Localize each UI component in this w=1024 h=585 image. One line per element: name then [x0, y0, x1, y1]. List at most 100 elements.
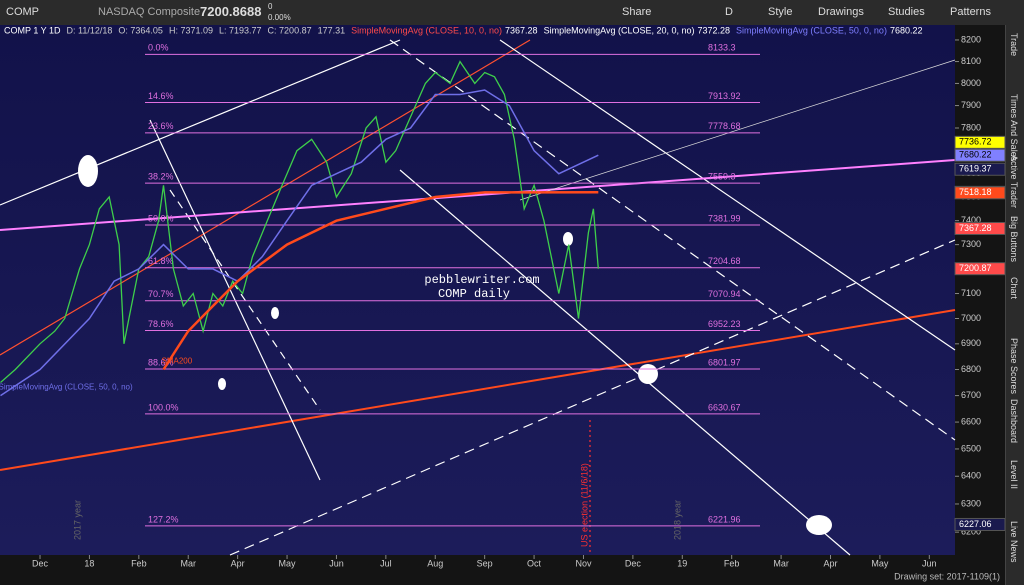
x-tick-label: May	[279, 558, 297, 568]
x-tick-label: Mar	[773, 558, 789, 568]
header-field: L: 7193.77	[219, 25, 262, 35]
plot-background	[0, 25, 955, 555]
x-tick-label: Jun	[922, 558, 937, 568]
sidebar-tab[interactable]: Live News	[1009, 521, 1019, 563]
marker	[638, 364, 658, 384]
trendlines	[0, 39, 956, 556]
x-tick-label: Jun	[329, 558, 344, 568]
toolbar-button[interactable]: Share	[622, 6, 652, 18]
price-badge	[954, 186, 1005, 200]
toolbar-button[interactable]: Studies	[888, 6, 925, 18]
fib-value: 7559.3	[708, 172, 736, 182]
x-tick-label: Feb	[131, 558, 147, 568]
fib-label: 78.6%	[148, 319, 174, 329]
y-tick-label: 6700	[961, 390, 981, 400]
toolbar-button[interactable]: Drawings	[818, 6, 864, 18]
fib-label: 50.0%	[148, 213, 174, 223]
annotation: US election (11/6/18)	[579, 463, 589, 547]
sidebar-tab[interactable]: Big Buttons	[1009, 216, 1019, 263]
sidebar-tab[interactable]: Level II	[1009, 460, 1019, 490]
series-label: SMA200	[162, 357, 193, 366]
sidebar-tab[interactable]: Active Trader	[1009, 155, 1019, 209]
y-tick-label: 7300	[961, 239, 981, 249]
sidebar-tab[interactable]: Chart	[1009, 277, 1019, 300]
y-tick-label: 7000	[961, 313, 981, 323]
sidebar-tab[interactable]: Trade	[1009, 33, 1019, 57]
annotation: COMP daily	[438, 287, 510, 301]
fib-value: 6952.23	[708, 319, 741, 329]
sidebar: Trade Times And Sales Active Trader Big But…	[1005, 25, 1024, 585]
annotation: 2017 year	[72, 500, 82, 540]
change: 0	[268, 2, 273, 11]
fib-label: 0.0%	[148, 43, 169, 53]
trendline	[499, 39, 956, 351]
price-line	[0, 60, 599, 383]
marker	[78, 155, 98, 187]
y-tick-label: 8100	[961, 56, 981, 66]
fib-label: 61.8%	[148, 256, 174, 266]
header-field: D: 11/12/18	[67, 25, 113, 35]
x-tick-label: Apr	[823, 558, 837, 568]
trendline	[229, 239, 956, 556]
x-tick-label: Dec	[32, 558, 49, 568]
price-badge	[954, 221, 1005, 235]
toolbar-button[interactable]: Style	[768, 6, 793, 18]
price-badge	[954, 517, 1005, 531]
study-label: SimpleMovingAvg (CLOSE, 20, 0, no)	[544, 25, 695, 35]
price-badge-label: 7367.28	[959, 223, 992, 233]
time-axis	[0, 555, 1005, 585]
trendline	[0, 39, 401, 206]
price-badge	[954, 162, 1005, 176]
fib-label: 127.2%	[148, 514, 179, 524]
chart: pebblewriter.com COMP daily US election …	[0, 25, 1005, 585]
fib-value: 6630.67	[708, 402, 741, 412]
x-tick-label: Dec	[625, 558, 642, 568]
price-badge-label: 7200.87	[959, 263, 992, 273]
price-badge-label: 7619.37	[959, 164, 992, 174]
symbol[interactable]: COMP	[6, 6, 39, 18]
fib-label: 14.6%	[148, 91, 174, 101]
header-field: 177.31	[318, 25, 346, 35]
y-tick-label: 6200	[961, 527, 981, 537]
fib-value: 6801.97	[708, 357, 741, 367]
x-tick-label: 19	[677, 558, 687, 568]
price-badge-label: 7518.18	[959, 187, 992, 197]
toolbar-button[interactable]: Patterns	[950, 6, 991, 18]
study-label: SimpleMovingAvg (CLOSE, 50, 0, no)	[736, 25, 887, 35]
price-axis	[955, 25, 1005, 555]
header-field: COMP 1 Y 1D	[4, 25, 61, 35]
header-field: O: 7364.05	[118, 25, 163, 35]
change-pct: 0.00%	[268, 13, 291, 22]
price-badge	[954, 135, 1005, 149]
trendline	[389, 39, 956, 441]
fib-value: 7381.99	[708, 213, 741, 223]
fib-label: 23.6%	[148, 121, 174, 131]
sidebar-tab[interactable]: Dashboard	[1009, 399, 1019, 444]
x-tick-label: Apr	[231, 558, 245, 568]
annotation: 2018 year	[672, 500, 682, 540]
trendline	[169, 189, 321, 411]
x-tick-label: Oct	[527, 558, 542, 568]
x-tick-label: 18	[84, 558, 94, 568]
trendline	[0, 309, 956, 471]
fib-value: 7070.94	[708, 289, 741, 299]
y-tick-label: 8200	[961, 34, 981, 44]
fib-label: 100.0%	[148, 402, 179, 412]
y-tick-label: 7100	[961, 288, 981, 298]
sidebar-tab[interactable]: Times And Sales	[1009, 94, 1019, 162]
x-tick-label: Feb	[724, 558, 740, 568]
price-line	[162, 191, 599, 371]
footer: Drawing set: 2017-1109(1)	[894, 571, 1000, 581]
y-tick-label: 6900	[961, 338, 981, 348]
price-line	[0, 89, 599, 397]
toolbar-button[interactable]: D	[725, 6, 733, 18]
x-tick-label: Aug	[427, 558, 443, 568]
y-tick-label: 7400	[961, 215, 981, 225]
annotation: pebblewriter.com	[424, 273, 539, 287]
y-tick-label: 7800	[961, 122, 981, 132]
y-tick-label: 8000	[961, 78, 981, 88]
sidebar-tab[interactable]: Phase Scores	[1009, 338, 1019, 395]
x-tick-label: Mar	[180, 558, 196, 568]
study-value: 7680.22	[890, 25, 923, 35]
